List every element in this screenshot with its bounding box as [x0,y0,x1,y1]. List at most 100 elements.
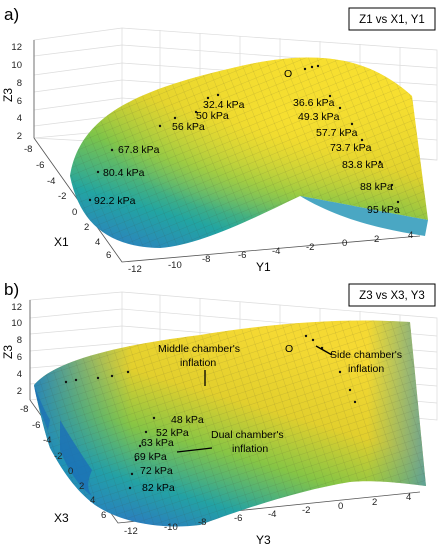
y-tick: 2 [372,497,377,508]
z-tick: 4 [17,369,22,380]
panel-b-origin-label: O [285,343,293,355]
x-tick: -2 [58,191,66,202]
x-tick: 6 [101,510,106,521]
pressure-label: 48 kPa [171,414,204,426]
panel-a-y-ticks: -12 -10 -8 -6 -4 -2 0 2 4 [128,230,413,275]
y-tick: -6 [238,250,246,261]
x-tick: 0 [68,466,73,477]
panel-a-title-box: Z1 vs X1, Y1 [348,7,436,31]
middle-chamber-note: Middle chamber's [158,343,240,355]
x-tick: 4 [90,495,95,506]
z-tick: 10 [11,60,22,71]
panel-b-title: Z3 vs X3, Y3 [359,290,425,302]
panel-a-x-label: X1 [54,235,69,249]
panel-b-z-ticks: 12 10 8 6 4 2 [11,302,22,397]
panel-b-letter: b) [4,280,19,299]
x-tick: -8 [20,404,28,415]
pressure-label: 32.4 kPa [203,99,245,111]
panel-b-x-label: X3 [54,511,69,525]
side-chamber-note: Side chamber's [330,349,402,361]
panel-b-z-label: Z3 [1,345,15,359]
z-tick: 6 [17,352,22,363]
z-tick: 2 [17,131,22,142]
y-tick: 4 [408,230,413,241]
x-tick: 0 [72,207,77,218]
panel-a: a) O 32.4 kPa [1,5,438,275]
x-tick: 6 [106,250,111,261]
pressure-label: 82 kPa [142,482,175,494]
panel-a-x-ticks: -8 -6 -4 -2 0 2 4 6 [24,144,111,261]
y-tick: -8 [202,254,210,265]
y-tick: -4 [272,246,280,257]
side-chamber-note-2: inflation [348,363,384,375]
panel-a-title: Z1 vs X1, Y1 [359,14,425,26]
z-tick: 12 [11,42,22,53]
z-tick: 8 [17,335,22,346]
y-tick: -12 [124,526,138,537]
dual-chamber-note: Dual chamber's [211,429,284,441]
x-tick: 2 [84,222,89,233]
panel-a-y-label: Y1 [256,260,271,274]
z-tick: 10 [11,318,22,329]
panel-b-pressure-labels: 48 kPa 52 kPa 63 kPa 69 kPa 72 kPa 82 kP… [134,414,204,494]
panel-a-letter: a) [4,5,19,24]
pressure-label: 83.8 kPa [342,159,384,171]
panel-a-z-label: Z3 [1,88,15,102]
x-tick: -6 [36,160,44,171]
z-tick: 2 [17,386,22,397]
z-tick: 6 [17,96,22,107]
panel-a-z-ticks: 12 10 8 6 4 2 [11,42,22,142]
x-tick: -2 [54,451,62,462]
panel-b: b) O Middle chamber's [1,280,438,547]
y-tick: -2 [302,505,310,516]
x-tick: 2 [79,481,84,492]
y-tick: -6 [234,513,242,524]
pressure-label: 36.6 kPa [293,97,335,109]
panel-b-x-ticks: -8 -6 -4 -2 0 2 4 6 [20,404,106,521]
dual-chamber-note-2: inflation [232,443,268,455]
panel-a-surface [70,57,428,248]
y-tick: -4 [268,509,276,520]
z-tick: 4 [17,113,22,124]
pressure-label: 92.2 kPa [94,195,136,207]
pressure-label: 52 kPa [156,427,189,439]
z-tick: 12 [11,302,22,313]
panel-b-y-label: Y3 [256,533,271,547]
y-tick: 2 [374,234,379,245]
panel-a-origin-label: O [284,68,292,80]
panel-b-title-box: Z3 vs X3, Y3 [348,283,436,307]
panel-b-notes: Middle chamber's inflation Side chamber'… [158,343,402,455]
panel-a-points [88,64,400,204]
pressure-label: 73.7 kPa [330,142,372,154]
y-tick: -10 [164,522,178,533]
pressure-label: 63 kPa [141,437,174,449]
pressure-label: 69 kPa [134,451,167,463]
x-tick: -8 [24,144,32,155]
pressure-label: 95 kPa [367,204,400,216]
pressure-label: 57.7 kPa [316,127,358,139]
x-tick: -6 [32,420,40,431]
pressure-label: 88 kPa [360,181,393,193]
x-tick: 4 [95,237,100,248]
y-tick: 0 [338,501,343,512]
pressure-label: 49.3 kPa [298,111,340,123]
pressure-label: 56 kPa [172,121,205,133]
panel-b-points [64,334,357,490]
y-tick: -8 [198,517,206,528]
x-tick: -4 [47,176,55,187]
pressure-label: 67.8 kPa [118,144,160,156]
pressure-label: 72 kPa [140,465,173,477]
y-tick: -10 [168,260,182,271]
y-tick: -12 [128,264,142,275]
x-tick: -4 [43,435,51,446]
z-tick: 8 [17,78,22,89]
y-tick: -2 [306,242,314,253]
y-tick: 0 [342,238,347,249]
pressure-label: 80.4 kPa [103,167,145,179]
y-tick: 4 [406,492,411,503]
pressure-label: 50 kPa [196,110,229,122]
panel-a-pressure-labels: 32.4 kPa 36.6 kPa 50 kPa 49.3 kPa 56 kPa… [94,97,400,216]
middle-chamber-note-2: inflation [180,357,216,369]
panel-b-y-ticks: -12 -10 -8 -6 -4 -2 0 2 4 [124,492,411,537]
